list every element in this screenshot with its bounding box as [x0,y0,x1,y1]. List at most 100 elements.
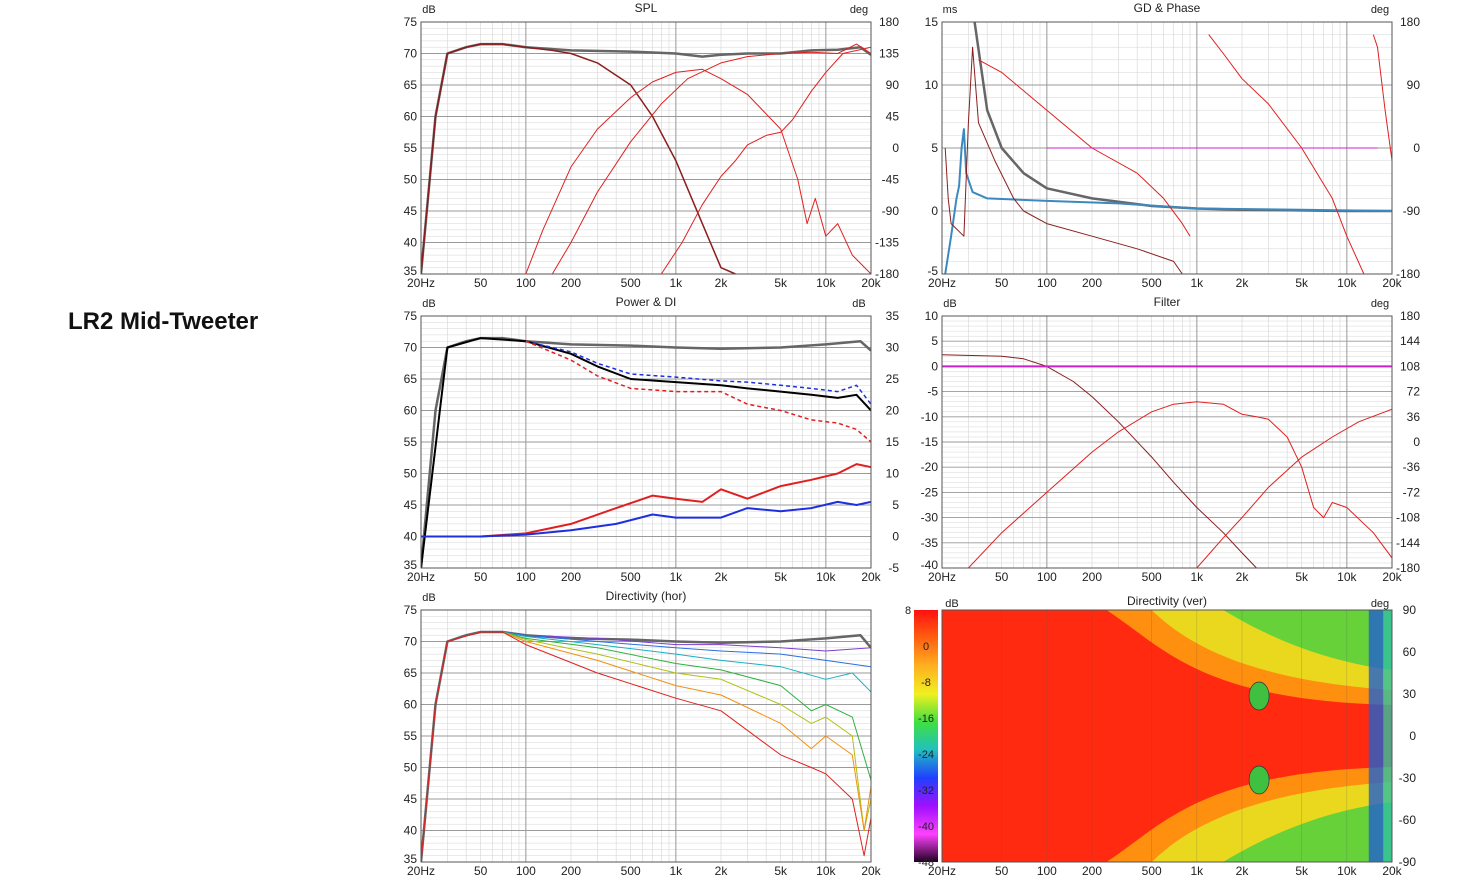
y-tick-label: 55 [404,141,418,155]
y2-axis-unit: deg [1371,598,1389,610]
gd-chart [941,21,1393,275]
y2-axis-unit: deg [850,4,868,16]
x-tick-label: 50 [995,864,1009,878]
y-tick-label: 60 [404,404,418,418]
y2-tick-label: 180 [879,15,899,29]
x-tick-label: 2k [715,276,729,290]
y2-tick-label: 20 [886,404,900,418]
x-tick-label: 1k [1191,864,1205,878]
y2-tick-label: 90 [1407,78,1421,92]
y-tick-label: 65 [404,666,418,680]
chart-title: Filter [1154,295,1181,309]
x-tick-label: 500 [621,864,641,878]
dirh-series-6 [502,631,871,831]
filter-chart [941,315,1393,569]
plot-frame [941,609,1393,863]
y-tick-label: 70 [404,341,418,355]
x-tick-label: 20Hz [928,864,956,878]
spl-series-1 [421,43,736,274]
y2-tick-label: 0 [1409,729,1416,743]
y2-tick-label: 180 [1400,309,1420,323]
y-tick-label: -25 [921,485,939,499]
series-group [421,336,871,568]
y2-tick-label: -90 [1399,855,1417,869]
y-tick-label: 75 [404,15,418,29]
x-tick-label: 200 [1082,864,1102,878]
x-tick-label: 500 [621,276,641,290]
gd-series-2 [944,46,1183,274]
x-tick-label: 1k [670,570,684,584]
series-group [942,354,1392,568]
x-tick-label: 100 [516,570,536,584]
y2-tick-label: -90 [882,204,900,218]
x-tick-label: 50 [474,570,488,584]
y2-tick-label: -180 [1396,561,1420,575]
chart-title: GD & Phase [1134,1,1201,15]
colorbar-tick: -16 [918,713,934,725]
y2-tick-label: 36 [1407,410,1421,424]
plot-frame [941,315,1393,569]
y-tick-label: 5 [931,334,938,348]
gd-series-5 [1372,34,1392,161]
dirv-chart [914,609,1393,863]
power-series-2 [525,340,871,405]
x-tick-label: 50 [474,276,488,290]
power-series-4 [421,463,871,538]
gd-series-4 [1208,34,1365,274]
gd-series-1 [944,128,1392,274]
x-tick-label: 100 [1037,276,1057,290]
y2-tick-label: -36 [1403,460,1421,474]
y2-tick-label: 135 [879,47,899,61]
y2-tick-label: 30 [886,341,900,355]
y2-tick-label: 0 [892,141,899,155]
x-tick-label: 10k [816,864,836,878]
y-tick-label: 10 [925,309,939,323]
colorbar-tick: -40 [918,821,934,833]
x-tick-label: 500 [1142,864,1162,878]
x-tick-label: 1k [670,864,684,878]
y-tick-label: 5 [931,141,938,155]
spl-series-3 [525,68,871,274]
series-group [944,22,1392,274]
x-tick-label: 10k [1337,864,1357,878]
power-chart [420,315,872,569]
x-tick-label: 20Hz [407,864,435,878]
x-tick-label: 200 [1082,276,1102,290]
y-tick-label: 45 [404,498,418,512]
x-tick-label: 5k [1295,864,1309,878]
x-tick-label: 2k [715,864,729,878]
y-tick-label: -20 [921,460,939,474]
series-group [421,630,871,862]
x-tick-label: 20Hz [928,276,956,290]
y2-tick-label: 0 [892,530,899,544]
y-axis-unit: dB [422,592,435,604]
y2-tick-label: 30 [1403,687,1417,701]
x-tick-label: 50 [474,864,488,878]
y2-tick-label: -144 [1396,536,1420,550]
y2-tick-label: 72 [1407,385,1421,399]
colorbar-tick: -32 [918,785,934,797]
chart-title: Power & DI [616,295,677,309]
y-tick-label: 60 [404,698,418,712]
x-tick-label: 500 [621,570,641,584]
chart-title: Directivity (ver) [1127,594,1207,608]
x-tick-label: 500 [1142,276,1162,290]
y-tick-label: 70 [404,47,418,61]
x-tick-label: 2k [1236,570,1250,584]
spl-series-2 [551,43,871,274]
x-tick-label: 50 [995,570,1009,584]
filter-series-1 [968,401,1392,568]
plot-frame [420,21,872,275]
x-tick-label: 10k [816,570,836,584]
x-tick-label: 2k [715,570,729,584]
y-tick-label: 45 [404,792,418,806]
y2-tick-label: 90 [886,78,900,92]
x-tick-label: 500 [1142,570,1162,584]
y-tick-label: -5 [927,264,938,278]
colorbar-tick: -8 [921,677,931,689]
page-title: LR2 Mid-Tweeter [68,308,259,335]
x-tick-label: 1k [1191,276,1205,290]
y2-tick-label: 0 [1413,435,1420,449]
dirh-chart [420,609,872,863]
